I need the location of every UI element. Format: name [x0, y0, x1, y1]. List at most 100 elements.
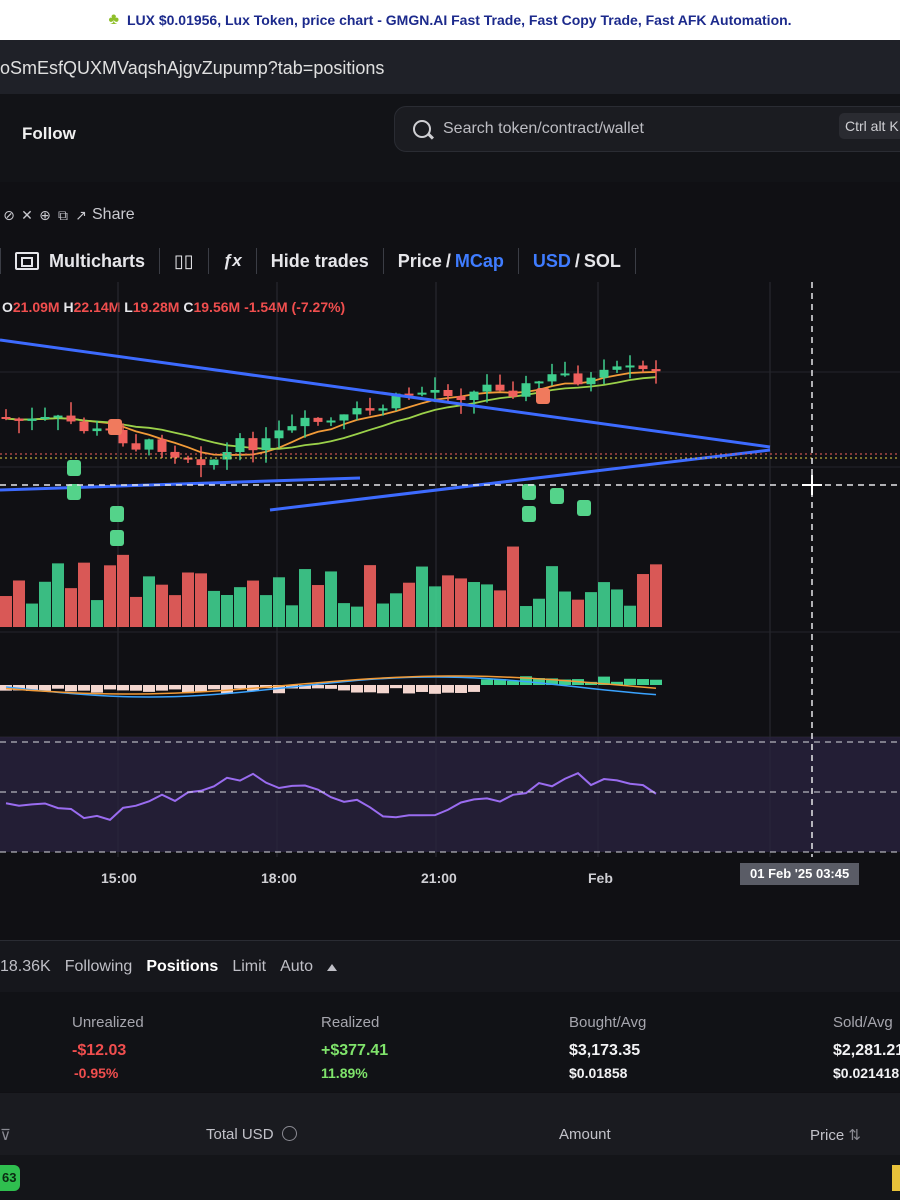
- volume-bar: [195, 573, 207, 627]
- volume-bar: [0, 596, 12, 627]
- macd-signal-line: [5, 675, 657, 695]
- candle-body: [443, 389, 453, 397]
- volume-bar: [650, 564, 662, 627]
- candle-body: [261, 438, 271, 451]
- ma-slow-line: [5, 376, 657, 450]
- macd-bar: [26, 685, 38, 691]
- macd-bar: [221, 685, 233, 694]
- globe-icon[interactable]: ⊕: [39, 207, 51, 223]
- candle-body: [521, 383, 531, 397]
- volume-bar: [208, 590, 220, 627]
- time-label: 21:00: [421, 870, 457, 886]
- macd-bar: [195, 685, 207, 692]
- column-total-usd[interactable]: Total USD: [206, 1126, 297, 1143]
- candle-body: [586, 377, 596, 385]
- currency-swap-icon[interactable]: [281, 1126, 297, 1141]
- macd-bar: [39, 685, 51, 691]
- macd-bar: [169, 685, 181, 690]
- holders-count[interactable]: 18.36K: [0, 958, 51, 975]
- address-bar[interactable]: oSmEsfQUXMVaqshAjgvZupump?tab=positions: [0, 40, 900, 95]
- volume-bar: [26, 603, 38, 627]
- volume-bar: [637, 574, 649, 627]
- macd-bar: [559, 679, 571, 685]
- url-text[interactable]: oSmEsfQUXMVaqshAjgvZupump?tab=positions: [0, 58, 385, 78]
- sell-marker: [108, 419, 122, 435]
- crosshair-time-label: 01 Feb '25 03:45: [740, 863, 860, 885]
- macd-bar: [533, 678, 545, 685]
- external-link-icon[interactable]: ⧉: [58, 207, 68, 223]
- row-indicator: [892, 1165, 900, 1191]
- candle-style-button[interactable]: ▯▯: [174, 251, 194, 272]
- macd-line: [5, 676, 657, 698]
- collapse-caret-icon[interactable]: [327, 963, 338, 971]
- crosshair: [0, 282, 900, 857]
- volume-bar: [143, 576, 155, 627]
- trade-markers: [67, 388, 591, 546]
- column-price[interactable]: Price ⇅: [810, 1126, 861, 1144]
- window-title: LUX $0.01956, Lux Token, price chart - G…: [126, 12, 792, 28]
- volume-bar: [624, 605, 636, 627]
- toolbar-divider: [0, 248, 1, 274]
- volume-bar: [468, 582, 480, 627]
- candle-body: [40, 416, 50, 419]
- volume-bar: [65, 588, 77, 627]
- candle-body: [482, 384, 492, 392]
- volume-bar: [312, 585, 324, 627]
- column-total-usd-label: Total USD: [206, 1126, 274, 1143]
- currency-toggle[interactable]: USD / SOL: [533, 251, 621, 272]
- macd-bar: [442, 685, 454, 693]
- toolbar-divider: [207, 248, 209, 274]
- candle-body: [547, 374, 557, 382]
- macd-bar: [624, 678, 636, 685]
- macd-bar: [364, 685, 376, 693]
- candle-body: [378, 408, 388, 411]
- price-option[interactable]: Price: [397, 250, 442, 271]
- position-stats: Unrealized -$12.03 -0.95% Realized +$377…: [0, 992, 900, 1092]
- sort-icon[interactable]: ⇅: [848, 1127, 861, 1144]
- toolbar-divider: [255, 248, 257, 274]
- rsi-line: [5, 772, 657, 821]
- share-icon[interactable]: ↗: [75, 207, 87, 223]
- price-mcap-toggle[interactable]: Price / MCap: [398, 251, 504, 272]
- filter-icon[interactable]: ⊽: [0, 1127, 11, 1144]
- link-icon[interactable]: ⊘: [3, 207, 15, 223]
- macd-bar: [351, 685, 363, 693]
- sol-option[interactable]: SOL: [583, 250, 621, 271]
- search-input[interactable]: Search token/contract/wallet: [443, 120, 644, 137]
- unrealized-percent: -0.95%: [74, 1065, 119, 1081]
- search-icon: [413, 120, 431, 138]
- multicharts-button[interactable]: Multicharts: [15, 251, 145, 272]
- toolbar-divider: [382, 248, 384, 274]
- macd-bar: [598, 676, 610, 685]
- follow-button[interactable]: Follow: [22, 124, 76, 143]
- toggle-slash: /: [574, 250, 580, 271]
- x-icon[interactable]: ✕: [21, 207, 33, 223]
- realized-label: Realized: [321, 1014, 380, 1031]
- tab-limit[interactable]: Limit: [232, 958, 267, 975]
- hide-trades-button[interactable]: Hide trades: [271, 251, 369, 272]
- buy-marker: [522, 506, 536, 522]
- tab-positions[interactable]: Positions: [146, 958, 219, 975]
- search-box[interactable]: Search token/contract/wallet Ctrl alt K: [394, 106, 900, 152]
- tab-auto[interactable]: Auto: [280, 958, 314, 975]
- tab-following[interactable]: Following: [64, 958, 133, 975]
- volume-bar: [351, 606, 363, 627]
- volume-bar: [273, 577, 285, 627]
- candle-body: [508, 390, 518, 397]
- candlestick-icon: ▯▯: [174, 250, 194, 271]
- macd-bar: [403, 685, 415, 694]
- volume-bar: [234, 587, 246, 627]
- column-amount[interactable]: Amount: [559, 1126, 611, 1143]
- volume-bar: [572, 599, 584, 627]
- indicators-button[interactable]: ƒx: [223, 251, 242, 271]
- share-label[interactable]: Share: [92, 206, 135, 223]
- macd-bar: [611, 681, 623, 685]
- candle-body: [326, 420, 336, 423]
- mcap-option[interactable]: MCap: [454, 250, 504, 271]
- buy-marker: [550, 488, 564, 504]
- multicharts-icon: [15, 252, 39, 270]
- price-chart[interactable]: [0, 282, 900, 892]
- macd-bar: [208, 685, 220, 690]
- search-shortcut-badge: Ctrl alt K: [839, 113, 900, 139]
- usd-option[interactable]: USD: [532, 250, 571, 271]
